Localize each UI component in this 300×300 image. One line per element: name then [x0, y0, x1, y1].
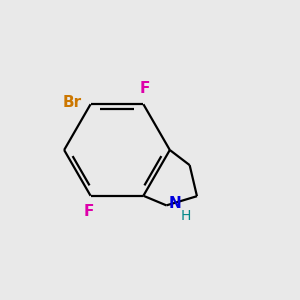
Text: H: H — [180, 209, 190, 223]
Text: N: N — [169, 196, 182, 211]
Text: Br: Br — [62, 95, 81, 110]
Text: F: F — [140, 81, 150, 96]
Text: F: F — [84, 204, 94, 219]
